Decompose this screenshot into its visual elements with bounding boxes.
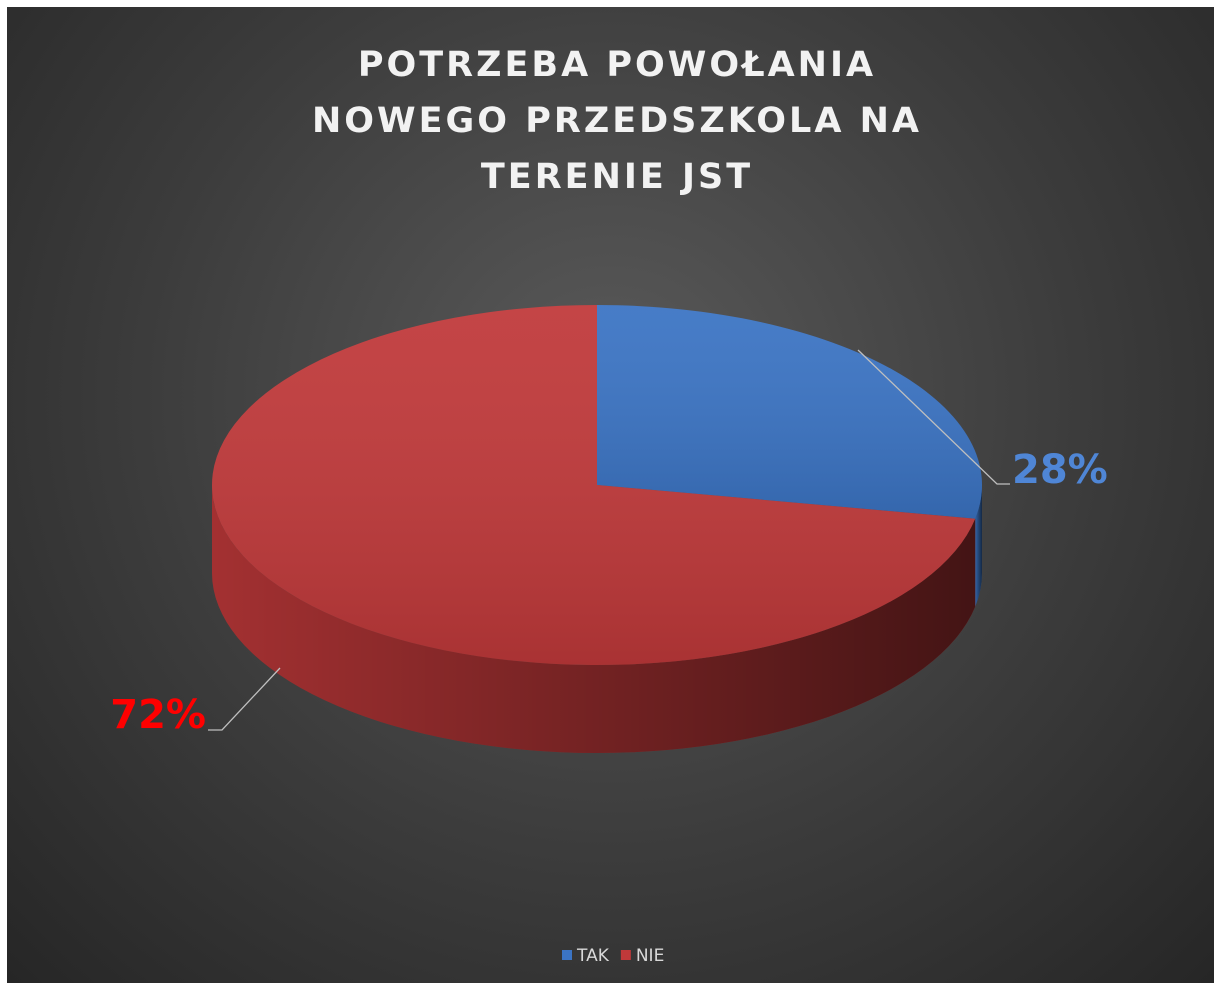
leader-line [857,349,1010,485]
data-label: 72% [110,692,206,738]
slice-side-shade [975,485,982,607]
slice-side-shade [212,485,976,753]
legend-swatch [620,950,631,960]
data-label: 28% [1012,447,1108,493]
slice-shade [212,305,976,665]
leader-line [208,667,281,731]
legend-label: TAK [576,946,610,966]
slice-shade [597,305,983,519]
legend-swatch [562,950,572,960]
chart-title: POTRZEBA POWOŁANIA NOWEGO PRZEDSZKOLA NA… [311,45,922,197]
chart-area: POTRZEBA POWOŁANIA NOWEGO PRZEDSZKOLA NA… [7,7,1214,983]
legend-label: NIE [636,946,664,966]
